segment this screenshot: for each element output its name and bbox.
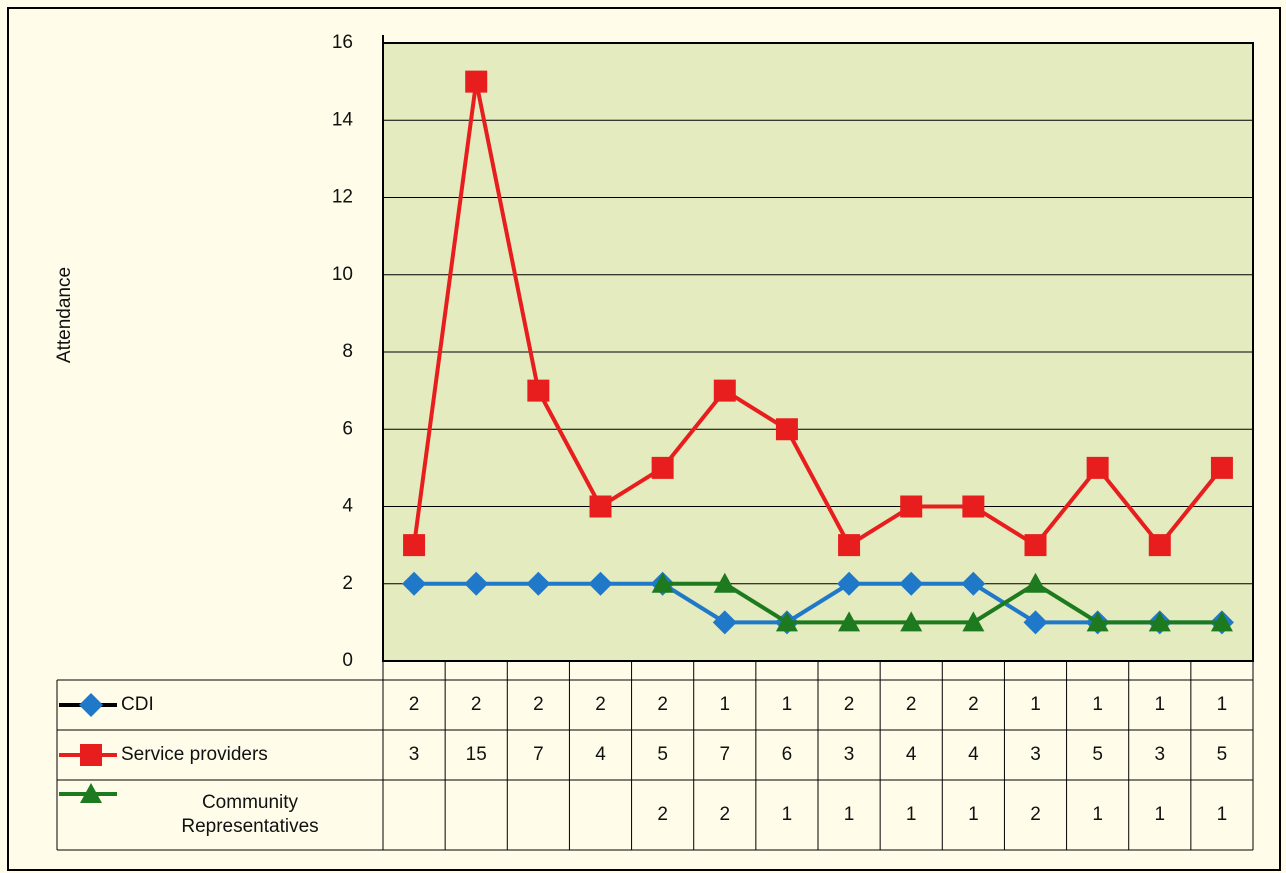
table-cell: 2: [471, 694, 482, 715]
marker: [527, 379, 550, 402]
series-line: [662, 581, 1222, 625]
table-cell: 1: [1217, 804, 1228, 825]
marker: [402, 571, 427, 596]
table-cell: 2: [844, 694, 855, 715]
marker: [1210, 456, 1233, 479]
marker: [588, 571, 613, 596]
marker: [403, 534, 426, 557]
table-cell: 4: [906, 744, 917, 765]
marker: [713, 379, 736, 402]
table-cell: 1: [1092, 694, 1103, 715]
y-tick-label: 0: [342, 650, 353, 671]
table-cell: 2: [657, 694, 668, 715]
marker: [962, 611, 985, 632]
table-cell: 15: [466, 744, 487, 765]
marker: [961, 571, 986, 596]
legend-label: CDI: [121, 694, 154, 715]
marker: [464, 571, 489, 596]
table-cell: 1: [1092, 804, 1103, 825]
legend-label: Service providers: [121, 744, 268, 765]
marker: [712, 610, 737, 635]
marker: [1148, 534, 1171, 557]
table-cell: 1: [1154, 694, 1165, 715]
table-cell: 2: [1030, 804, 1041, 825]
marker: [79, 693, 103, 717]
y-tick-label: 10: [332, 264, 353, 285]
table-cell: 7: [719, 744, 730, 765]
table-cell: 3: [1030, 744, 1041, 765]
legend-label: Community Representatives: [181, 792, 319, 837]
table-cell: 2: [533, 694, 544, 715]
table-cell: 1: [782, 694, 793, 715]
table-cell: 2: [409, 694, 420, 715]
marker: [838, 611, 861, 632]
table-cell: 1: [1030, 694, 1041, 715]
marker: [900, 495, 923, 518]
y-tick-label: 6: [342, 418, 353, 439]
table-cell: 1: [968, 804, 979, 825]
table-cell: 1: [782, 804, 793, 825]
series-line: [412, 79, 1224, 548]
marker: [651, 456, 674, 479]
marker: [1086, 611, 1109, 632]
marker: [838, 534, 861, 557]
marker: [80, 783, 102, 803]
table-cell: 2: [595, 694, 606, 715]
marker: [899, 571, 924, 596]
marker: [651, 572, 674, 593]
table-cell: 5: [657, 744, 668, 765]
marker: [80, 744, 102, 766]
y-tick-label: 8: [342, 341, 353, 362]
marker: [526, 571, 551, 596]
table-cell: 3: [409, 744, 420, 765]
table-cell: 4: [968, 744, 979, 765]
marker: [1210, 611, 1233, 632]
table-cell: 2: [719, 804, 730, 825]
y-tick-label: 2: [342, 573, 353, 594]
table-cell: 1: [1154, 804, 1165, 825]
marker: [775, 418, 798, 441]
marker: [1024, 572, 1047, 593]
marker: [1086, 456, 1109, 479]
table-cell: 1: [719, 694, 730, 715]
table-cell: 6: [782, 744, 793, 765]
y-tick-label: 14: [332, 109, 354, 130]
table-cell: 3: [844, 744, 855, 765]
marker: [465, 70, 488, 93]
marker: [713, 572, 736, 593]
marker: [1023, 610, 1048, 635]
table-cell: 2: [657, 804, 668, 825]
table-cell: 2: [968, 694, 979, 715]
marker: [589, 495, 612, 518]
marker: [775, 611, 798, 632]
table-cell: 7: [533, 744, 544, 765]
marker: [1024, 534, 1047, 557]
table-cell: 5: [1092, 744, 1103, 765]
y-tick-label: 4: [342, 496, 353, 517]
table-cell: 1: [906, 804, 917, 825]
marker: [962, 495, 985, 518]
table-cell: 4: [595, 744, 606, 765]
table-cell: 1: [1217, 694, 1228, 715]
y-tick-label: 12: [332, 187, 353, 208]
table-cell: 1: [844, 804, 855, 825]
marker: [900, 611, 923, 632]
marker: [1148, 611, 1171, 632]
table-cell: 2: [906, 694, 917, 715]
y-axis-label: Attendance: [54, 267, 75, 363]
marker: [837, 571, 862, 596]
y-tick-label: 16: [332, 32, 353, 53]
table-cell: 3: [1154, 744, 1165, 765]
table-cell: 5: [1217, 744, 1228, 765]
outer-border: [7, 7, 1281, 871]
